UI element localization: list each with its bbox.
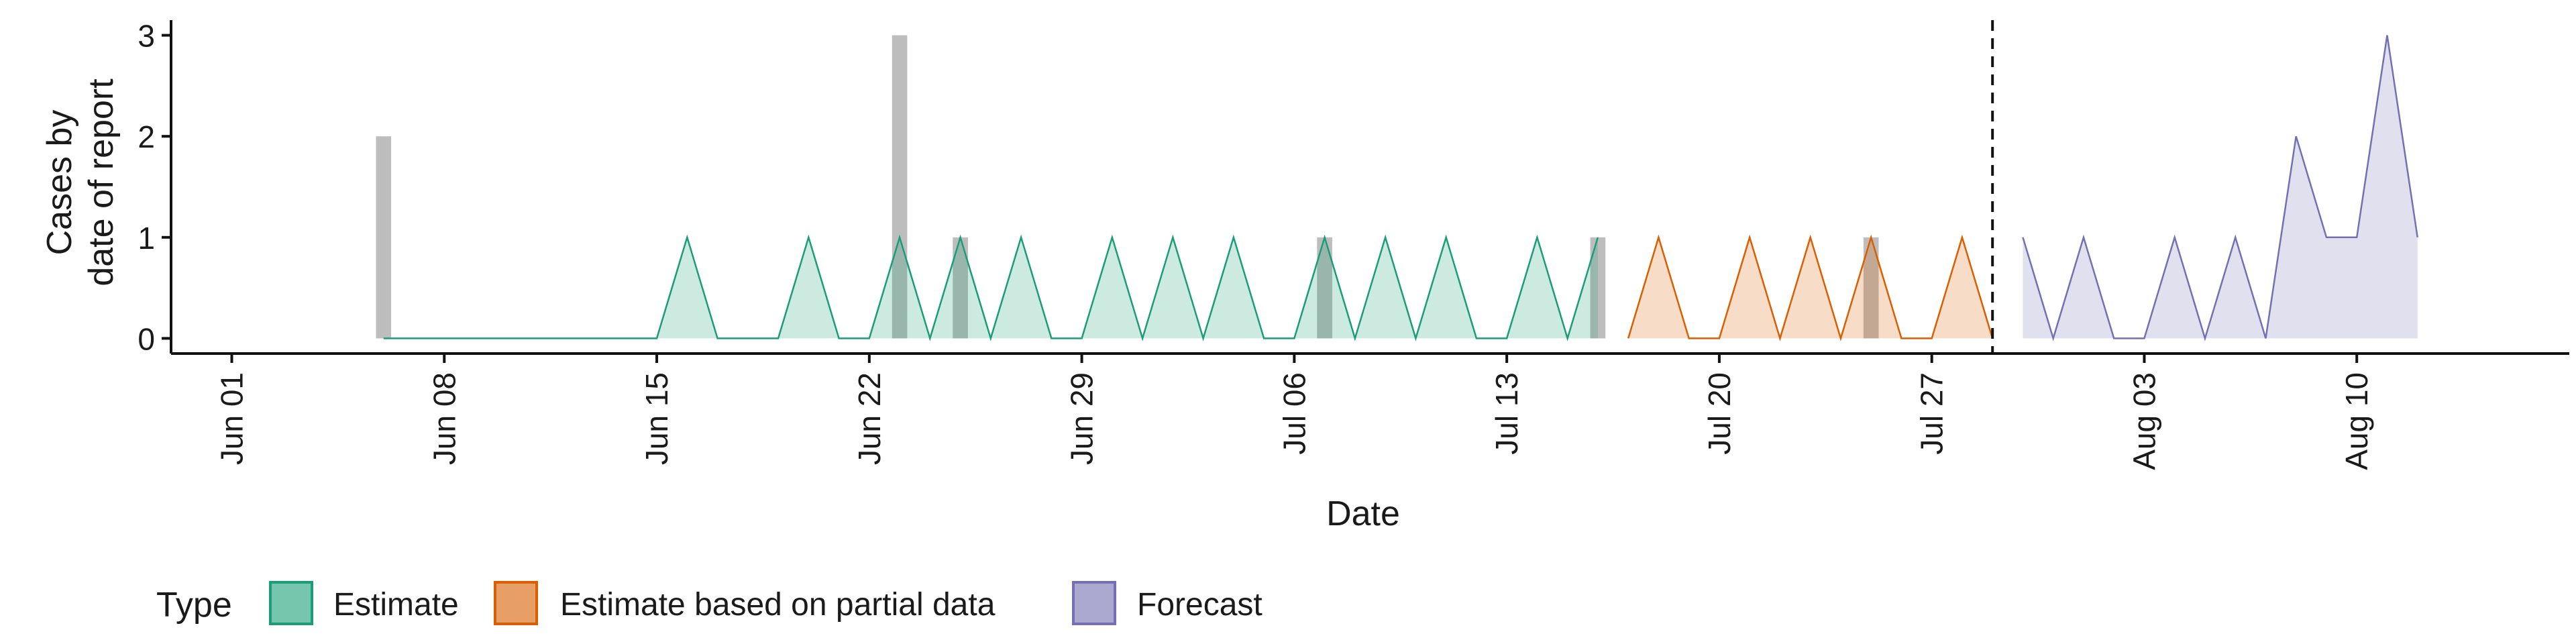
legend-key-forecast bbox=[1072, 581, 1116, 625]
legend-item-partial: Estimate based on partial data bbox=[494, 581, 996, 625]
legend-title: Type bbox=[156, 586, 232, 625]
y-axis-title-line-2: date of report bbox=[82, 78, 121, 286]
x-tick-label: Jun 29 bbox=[1065, 372, 1099, 465]
y-tick-label: 2 bbox=[138, 119, 155, 154]
x-tick-label: Jun 08 bbox=[427, 372, 462, 465]
legend-label-forecast: Forecast bbox=[1137, 587, 1263, 623]
legend-item-forecast: Forecast bbox=[1072, 581, 1263, 625]
x-ticks: Jun 01 Jun 08 Jun 15 Jun 22 Jun 29 Jul 06 Jul … bbox=[215, 354, 2374, 470]
x-tick-label: Jun 15 bbox=[639, 372, 674, 465]
reported-cases-bars bbox=[376, 35, 1879, 339]
legend-label-estimate: Estimate bbox=[333, 587, 459, 623]
y-tick-label: 3 bbox=[138, 19, 155, 54]
y-axis-title-line-1: Cases by bbox=[40, 110, 79, 256]
reported-case-bar bbox=[376, 136, 392, 339]
x-axis: Jun 01 Jun 08 Jun 15 Jun 22 Jun 29 Jul 06 Jul … bbox=[171, 352, 2569, 470]
reported-case-bar bbox=[1317, 237, 1332, 339]
x-tick-label: Jul 27 bbox=[1915, 372, 1949, 455]
reported-case-bar bbox=[953, 237, 968, 339]
y-ticks: 0 1 2 3 bbox=[138, 19, 171, 356]
series-areas bbox=[383, 35, 2418, 341]
x-tick-label: Aug 03 bbox=[2127, 372, 2161, 470]
series-area bbox=[383, 237, 1598, 339]
x-tick-label: Jul 20 bbox=[1702, 372, 1737, 455]
y-axis-title: Cases by date of report bbox=[40, 78, 121, 286]
series-area bbox=[2023, 35, 2418, 339]
series-area bbox=[1628, 237, 1993, 339]
series-line bbox=[1627, 234, 1994, 341]
x-tick-label: Jun 01 bbox=[215, 372, 250, 465]
y-tick-label: 1 bbox=[138, 221, 155, 256]
legend-item-estimate: Estimate bbox=[269, 581, 459, 625]
reported-case-bar bbox=[1590, 237, 1606, 339]
x-tick-label: Jul 13 bbox=[1489, 372, 1524, 455]
x-axis-title: Date bbox=[1326, 494, 1400, 533]
x-tick-label: Jun 22 bbox=[852, 372, 887, 465]
series-line bbox=[2022, 35, 2418, 341]
legend: Type Estimate Estimate based on partial … bbox=[156, 581, 1263, 625]
legend-label-partial: Estimate based on partial data bbox=[560, 587, 996, 623]
series-line bbox=[383, 234, 1599, 341]
reported-case-bar bbox=[892, 35, 908, 339]
y-axis: 0 1 2 3 bbox=[138, 19, 172, 356]
y-tick-label: 0 bbox=[138, 321, 155, 356]
legend-key-estimate bbox=[269, 581, 313, 625]
x-tick-label: Jul 06 bbox=[1277, 372, 1311, 455]
x-tick-label: Aug 10 bbox=[2339, 372, 2374, 470]
legend-key-partial bbox=[494, 581, 538, 625]
plot-area bbox=[376, 20, 2418, 354]
reported-case-bar bbox=[1863, 237, 1879, 339]
